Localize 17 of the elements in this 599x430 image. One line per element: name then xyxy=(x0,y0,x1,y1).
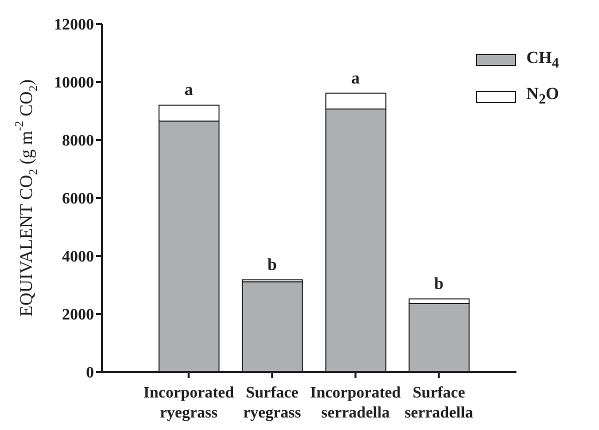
y-tick-label: 12000 xyxy=(54,16,94,34)
y-tick-label: 6000 xyxy=(62,190,94,208)
legend-label: N$_{2}$O xyxy=(526,84,559,109)
annotation: a xyxy=(351,68,360,88)
annotation: b xyxy=(434,274,444,293)
legend-label: CH$_{4}$ xyxy=(526,48,559,72)
annotation: a xyxy=(184,80,194,100)
y-tick-label: 2000 xyxy=(62,306,94,324)
x-tick-label: Surface serradella xyxy=(404,384,474,422)
x-tick-label: Incorporated serradella xyxy=(310,384,401,422)
y-tick-label: 8000 xyxy=(62,132,94,150)
x-tick-label: Surface ryegrass xyxy=(243,384,301,422)
y-tick-label: 10000 xyxy=(54,74,94,92)
y-tick-label: 0 xyxy=(86,364,94,382)
x-tick-label: Incorporated ryegrass xyxy=(143,384,234,422)
annotation: b xyxy=(267,254,277,274)
y-tick-label: 4000 xyxy=(62,248,94,266)
